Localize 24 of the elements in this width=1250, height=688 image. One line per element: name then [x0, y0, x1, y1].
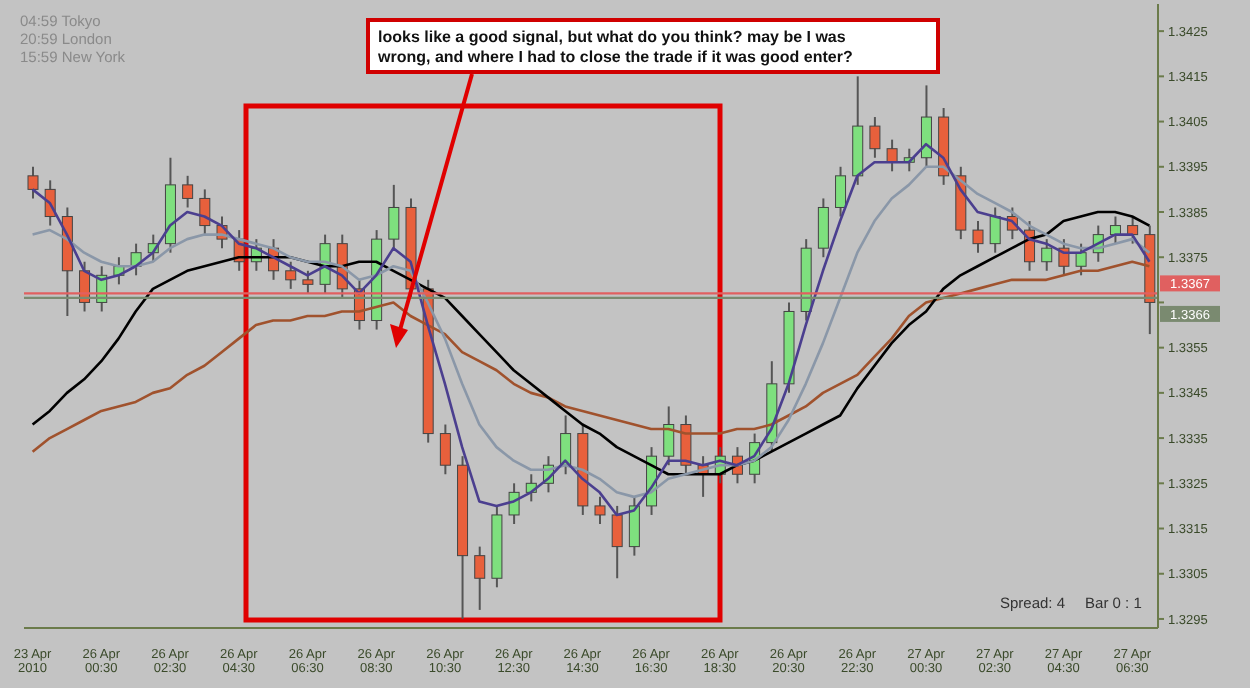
candlestick — [663, 405, 675, 467]
candlestick — [182, 174, 194, 209]
candlestick — [1075, 242, 1087, 277]
candlestick — [439, 423, 451, 476]
candlestick — [285, 260, 297, 290]
candlestick — [972, 220, 984, 254]
candlestick — [508, 482, 520, 525]
candlestick — [388, 183, 400, 250]
candlestick — [474, 545, 486, 611]
candlestick — [817, 197, 829, 259]
candlestick — [989, 206, 1001, 254]
candlestick — [835, 165, 847, 218]
candlestick — [1041, 238, 1053, 272]
candlestick — [628, 495, 640, 557]
candlestick — [199, 188, 211, 236]
annotation: looks like a good signal, but what do you think? may be I was wrong, and where I had to close the trade if it was good enter? — [376, 28, 853, 66]
line-series — [31, 210, 1151, 476]
candlestick — [886, 138, 898, 173]
candlestick — [869, 116, 881, 159]
candlestick — [594, 495, 606, 525]
candlestick — [302, 269, 314, 295]
candlestick — [920, 84, 932, 168]
candlestick — [27, 165, 39, 200]
candlestick — [611, 504, 623, 580]
